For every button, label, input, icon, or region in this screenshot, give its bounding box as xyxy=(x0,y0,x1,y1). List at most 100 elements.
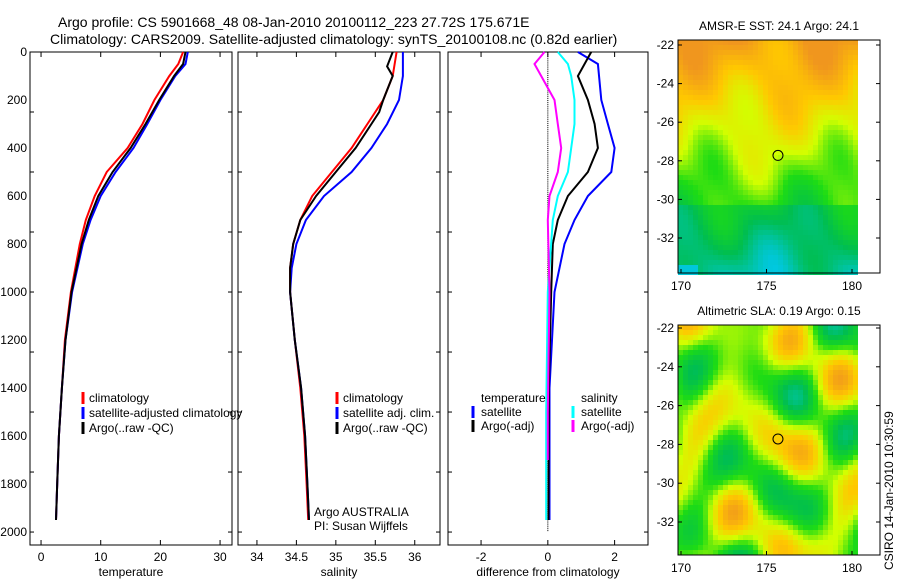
map-cell xyxy=(853,430,858,435)
map-cell xyxy=(738,45,743,50)
map-cell xyxy=(833,550,838,555)
map-cell xyxy=(743,85,748,90)
map-cell xyxy=(828,100,833,105)
map-cell xyxy=(853,245,858,250)
map-cell xyxy=(728,420,733,425)
map-cell xyxy=(773,325,778,330)
map-cell xyxy=(678,55,683,60)
y-tick-label: -32 xyxy=(657,515,675,529)
map-cell xyxy=(823,520,828,525)
map-cell xyxy=(843,50,848,55)
map-cell xyxy=(698,330,703,335)
map-cell xyxy=(848,90,853,95)
map-cell xyxy=(688,355,693,360)
map-cell xyxy=(698,495,703,500)
map-cell xyxy=(833,95,838,100)
map-cell xyxy=(793,180,798,185)
map-cell xyxy=(693,495,698,500)
map-cell xyxy=(823,505,828,510)
map-cell xyxy=(748,140,753,145)
map-cell xyxy=(758,165,763,170)
map-cell xyxy=(843,80,848,85)
map-cell xyxy=(828,65,833,70)
map-cell xyxy=(743,75,748,80)
map-cell xyxy=(808,480,813,485)
map-cell xyxy=(818,500,823,505)
map-cell xyxy=(768,370,773,375)
map-cell xyxy=(743,370,748,375)
map-cell xyxy=(718,260,723,265)
map-cell xyxy=(783,140,788,145)
map-cell xyxy=(763,115,768,120)
map-cell xyxy=(708,150,713,155)
map-cell xyxy=(733,65,738,70)
map-cell xyxy=(823,455,828,460)
map-cell xyxy=(773,360,778,365)
map-cell xyxy=(738,195,743,200)
map-cell xyxy=(848,45,853,50)
map-cell xyxy=(738,235,743,240)
map-cell xyxy=(803,45,808,50)
map-cell xyxy=(683,460,688,465)
map-cell xyxy=(738,150,743,155)
map-cell xyxy=(783,360,788,365)
map-cell xyxy=(828,465,833,470)
map-cell xyxy=(703,475,708,480)
map-cell xyxy=(728,370,733,375)
map-cell xyxy=(788,425,793,430)
map-cell xyxy=(783,150,788,155)
map-cell xyxy=(728,175,733,180)
map-cell xyxy=(708,360,713,365)
map-cell xyxy=(783,375,788,380)
map-cell xyxy=(793,190,798,195)
map-cell xyxy=(778,350,783,355)
map-cell xyxy=(723,220,728,225)
map-cell xyxy=(833,430,838,435)
map-cell xyxy=(728,70,733,75)
map-cell xyxy=(718,420,723,425)
map-cell xyxy=(813,140,818,145)
map-cell xyxy=(713,485,718,490)
map-cell xyxy=(738,425,743,430)
map-cell xyxy=(828,190,833,195)
map-cell xyxy=(793,490,798,495)
map-cell xyxy=(853,145,858,150)
map-cell xyxy=(843,550,848,555)
map-cell xyxy=(783,550,788,555)
map-cell xyxy=(718,130,723,135)
map-cell xyxy=(763,460,768,465)
map-cell xyxy=(788,350,793,355)
map-cell xyxy=(808,450,813,455)
map-cell xyxy=(768,495,773,500)
map-cell xyxy=(748,225,753,230)
map-cell xyxy=(823,495,828,500)
map-cell xyxy=(678,330,683,335)
map-cell xyxy=(723,480,728,485)
map-cell xyxy=(683,130,688,135)
map-cell xyxy=(788,465,793,470)
map-cell xyxy=(843,150,848,155)
map-cell xyxy=(813,95,818,100)
map-cell xyxy=(813,375,818,380)
map-cell xyxy=(768,260,773,265)
map-cell xyxy=(788,190,793,195)
map-cell xyxy=(818,470,823,475)
map-cell xyxy=(803,520,808,525)
map-cell xyxy=(723,80,728,85)
map-cell xyxy=(683,345,688,350)
map-cell xyxy=(713,155,718,160)
map-cell xyxy=(748,235,753,240)
map-cell xyxy=(683,115,688,120)
map-cell xyxy=(738,475,743,480)
map-cell xyxy=(683,530,688,535)
map-cell xyxy=(773,550,778,555)
map-cell xyxy=(678,170,683,175)
map-cell xyxy=(798,355,803,360)
map-cell xyxy=(778,420,783,425)
map-cell xyxy=(813,230,818,235)
map-cell xyxy=(693,455,698,460)
map-cell xyxy=(818,55,823,60)
map-cell xyxy=(708,370,713,375)
map-cell xyxy=(778,255,783,260)
map-cell xyxy=(838,180,843,185)
